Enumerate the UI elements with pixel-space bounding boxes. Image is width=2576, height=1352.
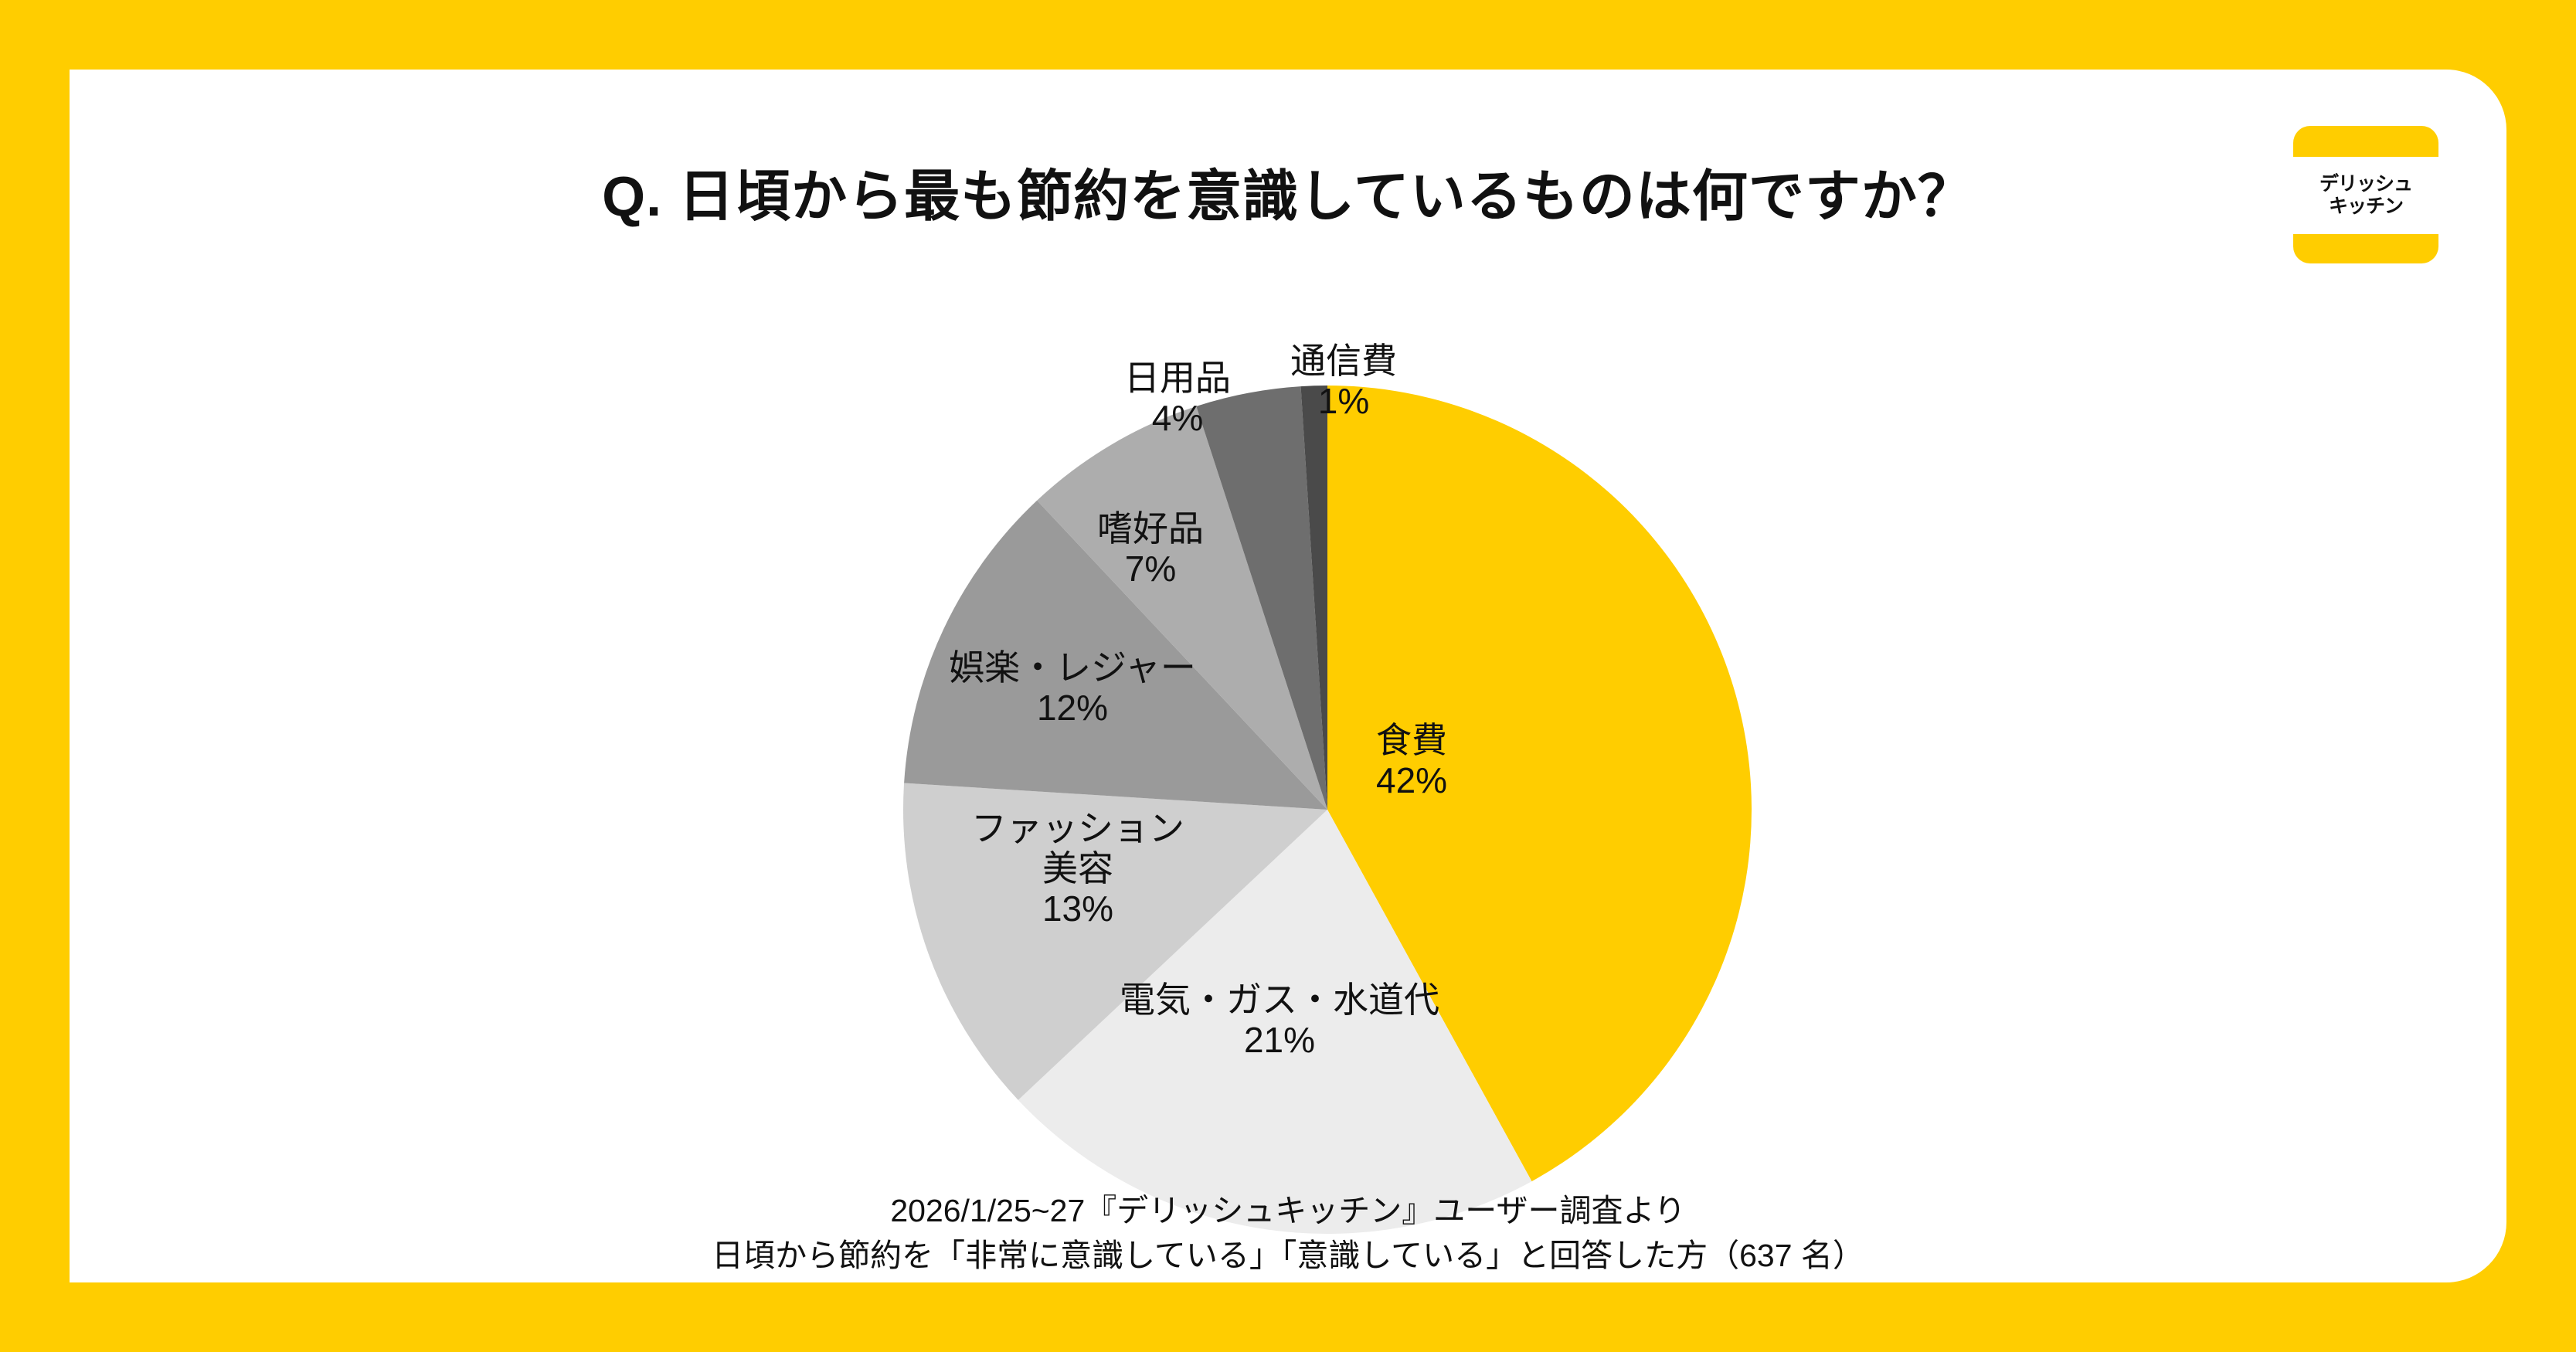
pie-slice — [1037, 406, 1327, 810]
pie-slice — [1300, 386, 1327, 810]
pie-label-communication-name: 通信費 — [1290, 341, 1397, 381]
pie-slice — [1018, 810, 1532, 1234]
logo-line-1: デリッシュ — [2319, 172, 2413, 195]
logo-text-band: デリッシュ キッチン — [2293, 157, 2438, 234]
pie-slice — [902, 783, 1327, 1100]
pie-slice-group — [902, 386, 1752, 1234]
pie-slice — [1327, 386, 1752, 1182]
pie-chart-svg — [902, 386, 1752, 1234]
logo-line-2: キッチン — [2328, 195, 2404, 217]
source-note-line-2: 日頃から節約を「非常に意識している」「意識している」と回答した方（637 名） — [712, 1238, 1864, 1274]
pie-slice — [1196, 386, 1327, 810]
pie-slice — [904, 500, 1327, 810]
delish-kitchen-logo: デリッシュ キッチン — [2293, 126, 2438, 263]
source-note-line-1: 2026/1/25~27『デリッシュキッチン』ユーザー調査より — [890, 1193, 1686, 1228]
source-note: 2026/1/25~27『デリッシュキッチン』ユーザー調査より 日頃から節約を「… — [70, 1188, 2506, 1278]
page-title: Q. 日頃から最も節約を意識しているものは何ですか？ — [602, 166, 1974, 228]
pie-chart — [901, 383, 1754, 1236]
content-panel: Q. 日頃から最も節約を意識しているものは何ですか？ デリッシュ キッチン 食費… — [70, 70, 2506, 1282]
